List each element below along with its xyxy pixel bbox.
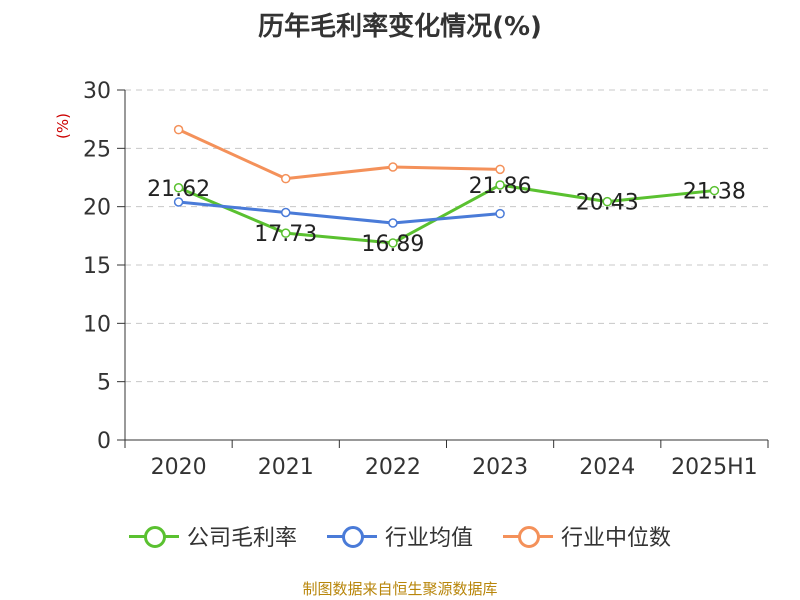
data-point — [281, 207, 291, 218]
legend-label: 公司毛利率 — [186, 526, 297, 551]
data-point — [495, 164, 505, 175]
legend-item-industry-mean[interactable]: 行业均值 — [326, 520, 473, 552]
y-tick-label: 20 — [83, 196, 111, 221]
data-label: 20.43 — [576, 191, 639, 216]
legend-item-industry-median[interactable]: 行业中位数 — [503, 520, 671, 552]
x-tick-label: 2023 — [472, 455, 528, 480]
series-line — [177, 128, 501, 181]
data-label: 21.38 — [683, 180, 746, 205]
x-tick-label: 2021 — [258, 455, 314, 480]
data-label: 17.73 — [254, 222, 317, 247]
legend-item-company[interactable]: 公司毛利率 — [128, 520, 297, 552]
data-label: 21.62 — [147, 177, 210, 202]
legend: 公司毛利率 行业均值 行业中位数 — [0, 520, 800, 552]
y-tick-label: 15 — [83, 254, 111, 279]
axes: 0 5 10 15 20 25 30 2020 2021 2022 2023 2024 2025H1 — [83, 79, 769, 480]
chart-title: 历年毛利率变化情况(%) — [258, 12, 542, 42]
data-point — [709, 185, 720, 196]
source-note: 制图数据来自恒生聚源数据库 — [302, 580, 498, 598]
legend-marker-icon — [326, 525, 377, 548]
data-point — [173, 183, 184, 193]
data-point — [495, 180, 505, 190]
gridlines — [125, 89, 768, 383]
y-tick-label: 30 — [83, 79, 111, 104]
y-tick-label: 5 — [97, 371, 111, 396]
data-point — [388, 238, 398, 248]
data-point — [602, 196, 612, 207]
x-tick-label: 2025H1 — [671, 455, 758, 480]
x-tick-label: 2020 — [151, 455, 207, 480]
series-line — [178, 200, 501, 225]
data-point — [281, 228, 291, 238]
data-label: 16.89 — [361, 232, 424, 257]
legend-marker-icon — [128, 525, 179, 548]
data-point — [388, 162, 398, 172]
legend-label: 行业中位数 — [561, 526, 672, 551]
y-tick-label: 0 — [97, 429, 111, 454]
x-tick-label: 2024 — [579, 455, 635, 480]
y-axis-label: (%) — [54, 113, 72, 139]
y-tick-label: 25 — [83, 137, 111, 162]
series-line — [177, 183, 715, 245]
y-tick-label: 10 — [83, 312, 111, 337]
legend-label: 行业均值 — [384, 526, 473, 551]
series — [173, 124, 720, 248]
data-label: 21.86 — [469, 174, 532, 199]
data-point — [495, 208, 505, 219]
legend-marker-icon — [503, 525, 553, 548]
data-point — [173, 124, 184, 135]
data-labels: 21.62 17.73 16.89 21.86 20.43 21.38 — [147, 174, 746, 257]
data-point — [173, 197, 184, 207]
data-point — [388, 218, 398, 228]
data-point — [281, 173, 291, 184]
x-tick-label: 2022 — [365, 455, 421, 480]
